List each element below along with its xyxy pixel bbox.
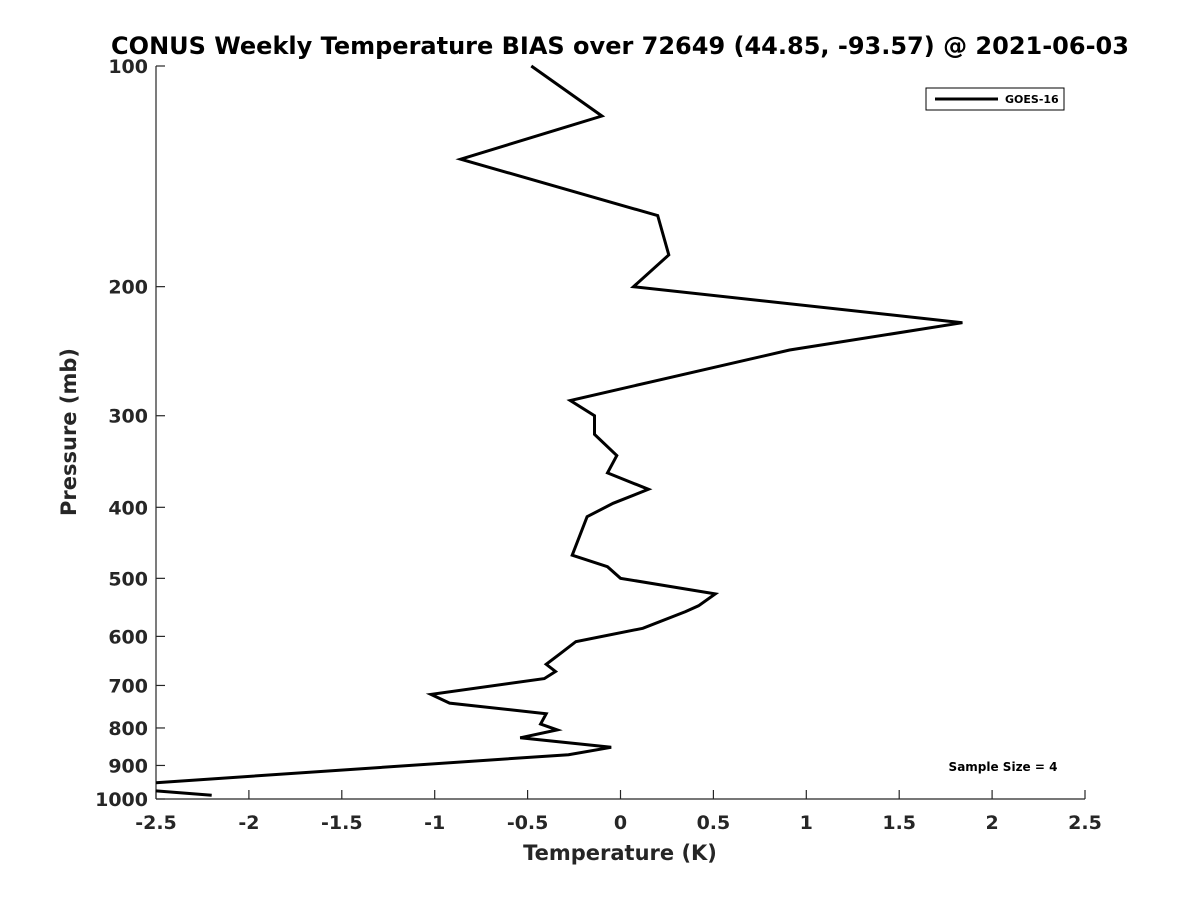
legend-label-goes-16: GOES-16 xyxy=(1005,93,1059,106)
y-tick-label: 600 xyxy=(108,626,148,648)
y-tick-label: 200 xyxy=(108,277,148,299)
data-lines xyxy=(155,64,963,797)
x-tick-label: -0.5 xyxy=(507,812,549,834)
y-tick-label: 900 xyxy=(108,755,148,777)
series-line-goes-16 xyxy=(155,64,963,785)
legend: GOES-16 xyxy=(925,87,1065,111)
x-tick-label: 2.5 xyxy=(1068,812,1102,834)
x-tick-label: -2.5 xyxy=(135,812,177,834)
x-tick-label: 0.5 xyxy=(697,812,731,834)
y-tick-label: 500 xyxy=(108,568,148,590)
y-tick-label: 1000 xyxy=(95,789,148,811)
x-tick-label: -2 xyxy=(238,812,259,834)
x-axis-label: Temperature (K) xyxy=(523,841,717,865)
y-tick-label: 800 xyxy=(108,718,148,740)
x-tick-label: 1.5 xyxy=(882,812,916,834)
x-tick-label: -1.5 xyxy=(321,812,363,834)
y-tick-label: 700 xyxy=(108,675,148,697)
y-axis-ticks: 100 200 300 400 500 600 700 800 900 1000 xyxy=(95,56,165,811)
chart-title: CONUS Weekly Temperature BIAS over 72649… xyxy=(111,32,1129,60)
x-tick-label: -1 xyxy=(424,812,445,834)
y-tick-label: 300 xyxy=(108,406,148,428)
axes xyxy=(155,66,1085,800)
y-tick-label: 400 xyxy=(108,497,148,519)
sample-size-annotation: Sample Size = 4 xyxy=(949,760,1058,774)
y-axis-label: Pressure (mb) xyxy=(57,348,81,516)
series-line-bottom-segment xyxy=(155,789,212,797)
x-tick-label: 1 xyxy=(800,812,813,834)
y-tick-label: 100 xyxy=(108,56,148,78)
x-axis-ticks: -2.5 -2 -1.5 -1 -0.5 0 0.5 1 1.5 2 2.5 xyxy=(135,790,1102,834)
x-tick-label: 0 xyxy=(614,812,627,834)
x-tick-label: 2 xyxy=(985,812,998,834)
